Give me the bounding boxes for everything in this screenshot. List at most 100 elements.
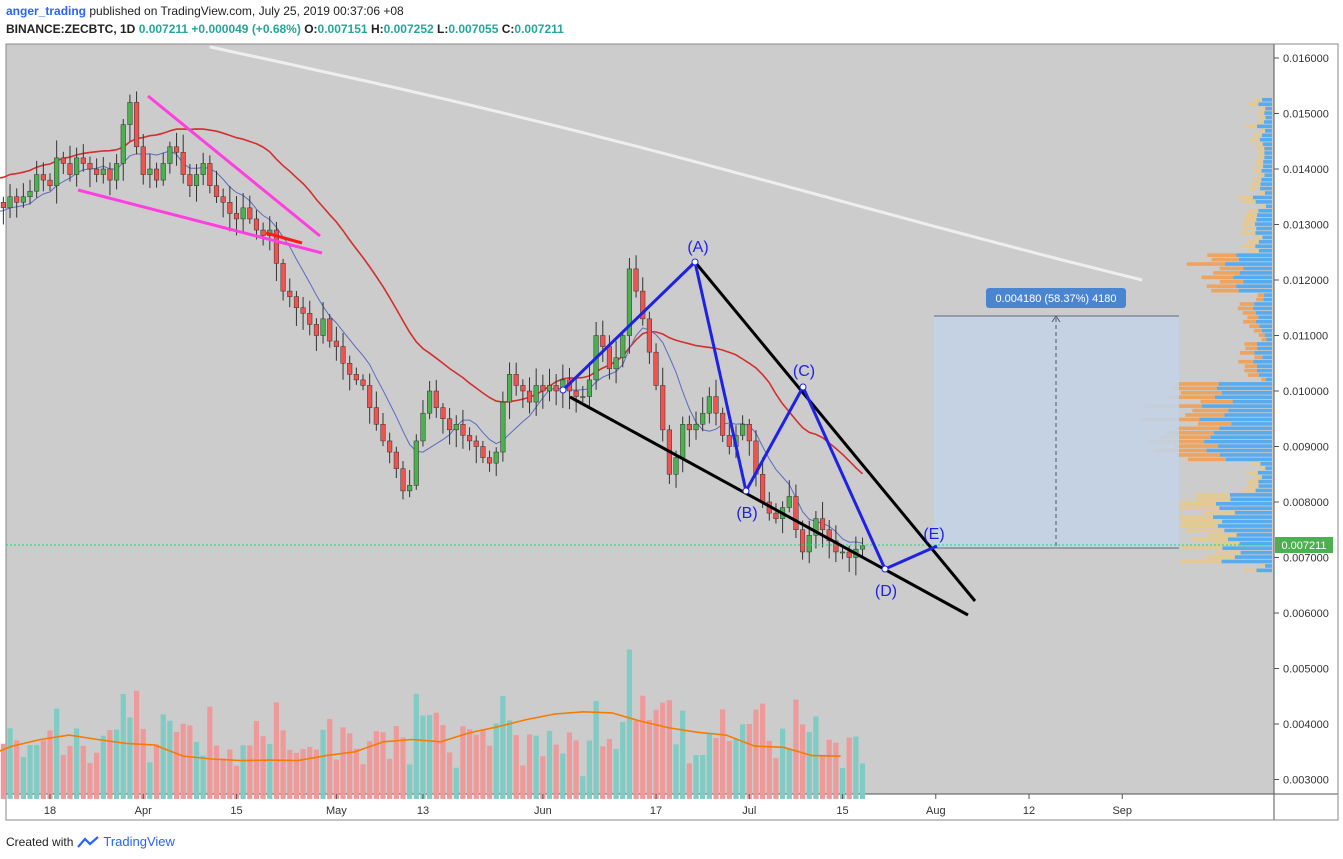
candle-body: [47, 179, 53, 186]
candle-body: [387, 440, 393, 453]
volume-bar: [853, 736, 859, 799]
candle-body: [127, 102, 133, 125]
profile-down-bar: [1186, 262, 1226, 266]
candle-body: [247, 207, 253, 220]
point-start-marker: [559, 386, 567, 394]
profile-up-bar: [1201, 404, 1272, 408]
volume-bar: [713, 737, 719, 799]
profile-up-bar: [1219, 506, 1272, 511]
volume-bar: [387, 758, 393, 799]
volume-bar: [593, 700, 599, 799]
profile-down-bar: [1196, 497, 1231, 502]
volume-bar: [300, 749, 306, 799]
candle-body: [300, 307, 306, 314]
profile-up-bar: [1264, 293, 1272, 297]
candle-body: [240, 207, 246, 220]
profile-up-bar: [1265, 564, 1272, 568]
wedge-upper-line: [147, 94, 321, 238]
profile-down-bar: [1159, 435, 1211, 439]
profile-up-bar: [1258, 248, 1272, 253]
candle-body: [859, 545, 866, 550]
ma200-line: [209, 45, 1143, 282]
volume-bar: [267, 743, 273, 799]
volume-bar: [573, 740, 579, 799]
candle-body: [686, 424, 692, 431]
volume-bar: [580, 776, 586, 799]
profile-up-bar: [1256, 319, 1272, 324]
volume-bar: [780, 728, 786, 799]
candle-body: [433, 390, 439, 408]
candle-body: [187, 174, 193, 186]
author-link[interactable]: anger_trading: [6, 4, 87, 18]
profile-up-bar: [1236, 284, 1272, 289]
candle-body: [74, 157, 80, 175]
label-c: (C): [793, 363, 815, 380]
measure-arrow-head: [1051, 315, 1061, 323]
profile-down-bar: [1247, 102, 1259, 106]
price-tick-label: 0.013000: [1283, 220, 1329, 232]
profile-down-bar: [1244, 342, 1257, 346]
candle-body: [407, 485, 413, 492]
candle-body: [773, 512, 779, 519]
candle-body: [839, 551, 846, 554]
volume-bar: [14, 740, 20, 799]
profile-up-bar: [1256, 226, 1272, 231]
open-value: 0.007151: [317, 22, 368, 36]
profile-up-bar: [1260, 182, 1272, 186]
candle-body: [786, 496, 792, 508]
candle-body: [34, 174, 40, 192]
candle-body: [167, 146, 173, 164]
candle-body: [467, 435, 473, 442]
profile-down-bar: [1257, 120, 1265, 124]
profile-down-bar: [1244, 213, 1258, 217]
profile-down-bar: [1250, 462, 1261, 466]
profile-up-bar: [1264, 333, 1272, 337]
volume-bar: [153, 744, 160, 799]
candle-body: [413, 440, 419, 486]
candle-body: [653, 351, 659, 386]
candle-body: [820, 518, 826, 531]
profile-down-bar: [1257, 293, 1265, 297]
volume-bar: [360, 764, 366, 799]
time-tick-label: 18: [44, 805, 56, 817]
profile-down-bar: [1166, 430, 1214, 435]
candle-body: [793, 496, 799, 531]
volume-bar: [187, 725, 193, 799]
volume-bar: [473, 734, 479, 799]
volume-bar: [193, 741, 200, 799]
time-tick-label: Sep: [1112, 805, 1132, 817]
profile-down-bar: [1257, 111, 1265, 115]
profile-down-bar: [1261, 377, 1267, 382]
profile-down-bar: [1168, 395, 1215, 400]
tradingview-brand[interactable]: TradingView: [103, 834, 175, 849]
profile-down-bar: [1181, 546, 1223, 550]
volume-bar: [280, 730, 286, 799]
candle-body: [253, 218, 260, 231]
profile-down-bar: [1247, 315, 1259, 320]
profile-down-bar: [1259, 129, 1266, 133]
volume-bar: [34, 744, 40, 799]
volume-bar: [420, 715, 426, 799]
profile-up-bar: [1238, 288, 1272, 293]
volume-bar: [307, 746, 313, 799]
volume-bar: [40, 740, 46, 799]
wedge-lower-line: [77, 188, 323, 255]
price-tick-label: 0.006000: [1283, 608, 1329, 620]
profile-up-bar: [1264, 151, 1272, 155]
volume-bar: [586, 740, 593, 799]
candle-body: [640, 290, 646, 320]
profile-down-bar: [1261, 337, 1267, 342]
profile-down-bar: [1192, 408, 1229, 413]
candle-body: [260, 229, 266, 236]
profile-up-bar: [1218, 524, 1272, 528]
profile-down-bar: [1180, 559, 1222, 564]
price-axis-background: [1274, 44, 1338, 794]
profile-down-bar: [1247, 479, 1259, 484]
profile-up-bar: [1236, 253, 1272, 257]
profile-up-bar: [1218, 382, 1272, 386]
profile-up-bar: [1253, 306, 1272, 311]
profile-down-bar: [1211, 288, 1239, 293]
profile-up-bar: [1227, 537, 1272, 542]
volume-bar: [633, 720, 639, 799]
